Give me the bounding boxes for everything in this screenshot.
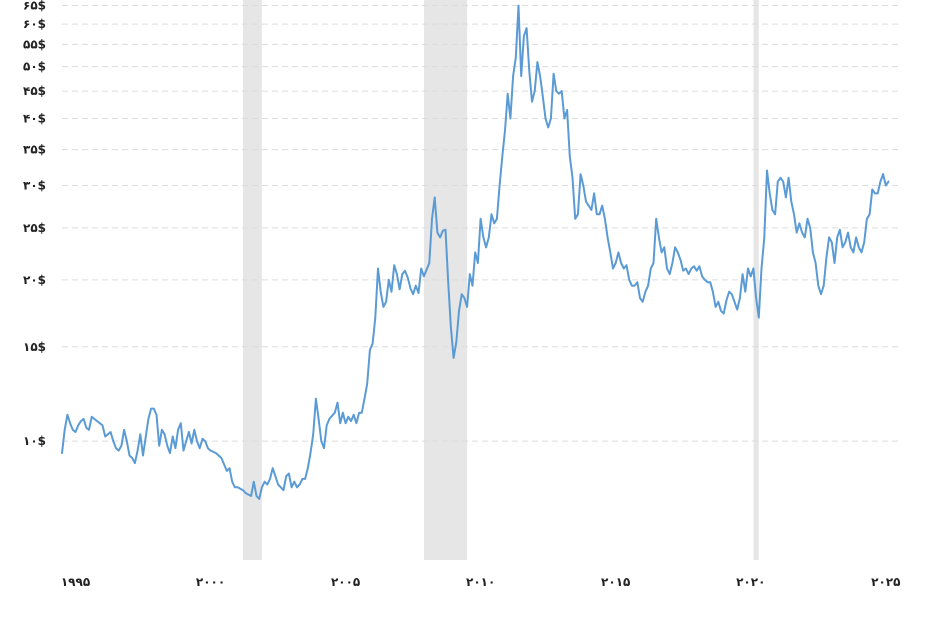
y-tick-label: ۵۵$ — [23, 37, 46, 51]
x-tick-label: ۲۰۰۵ — [331, 575, 360, 589]
y-tick-label: ۲۰$ — [23, 273, 46, 287]
x-tick-label: ۲۰۲۰ — [736, 575, 765, 589]
x-tick-label: ۲۰۱۰ — [466, 575, 495, 589]
y-tick-label: ۴۵$ — [23, 84, 46, 98]
y-tick-label: ۱۰$ — [23, 434, 46, 448]
x-axis-ticks: ۱۹۹۵ ۲۰۰۰ ۲۰۰۵ ۲۰۱۰ ۲۰۱۵ ۲۰۲۰ ۲۰۲۵ — [61, 575, 901, 589]
y-tick-label: ۱۵$ — [23, 340, 46, 354]
y-tick-label: ۶۰$ — [23, 17, 46, 31]
y-tick-label: ۵۰$ — [23, 60, 46, 74]
y-tick-label: ۲۵$ — [23, 221, 46, 235]
x-tick-label: ۲۰۲۵ — [871, 575, 900, 589]
price-line — [61, 4, 890, 500]
y-tick-label: ۳۰$ — [23, 178, 46, 192]
x-tick-label: ۱۹۹۵ — [61, 575, 90, 589]
x-tick-label: ۲۰۱۵ — [601, 575, 630, 589]
y-tick-label: ۶۵$ — [23, 0, 46, 13]
recession-bands — [242, 0, 759, 560]
series-lines — [61, 4, 890, 500]
y-tick-label: ۳۵$ — [23, 143, 46, 157]
y-axis-ticks: ۱۰$ ۱۵$ ۲۰$ ۲۵$ ۳۰$ ۳۵$ ۴۰$ ۴۵$ ۵۰$ ۵۵$ ۶۰$ ۶۵$ — [23, 0, 46, 448]
y-tick-label: ۴۰$ — [23, 112, 46, 126]
x-tick-label: ۲۰۰۰ — [196, 575, 225, 589]
